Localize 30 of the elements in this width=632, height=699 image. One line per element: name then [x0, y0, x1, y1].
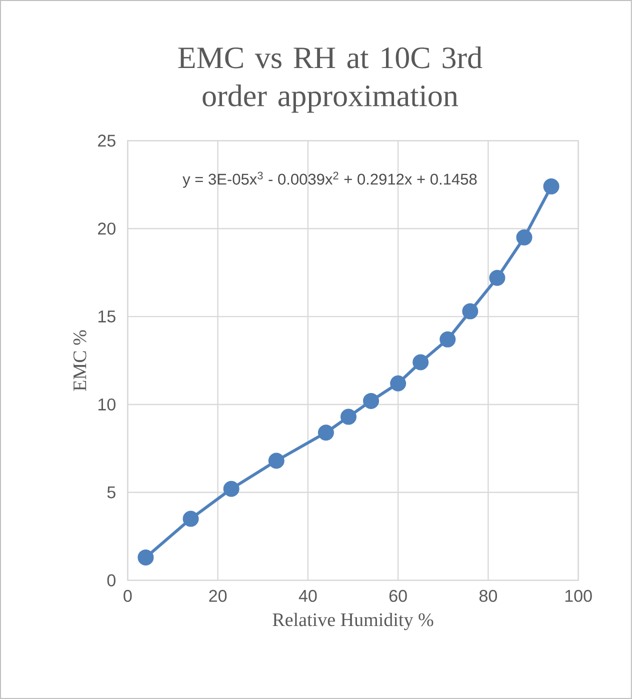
point [340, 408, 357, 425]
point [412, 354, 429, 370]
point [182, 510, 199, 527]
y-tick-label: 0 [107, 574, 116, 586]
y-tick-label: 20 [98, 222, 116, 235]
x-axis-title: Relative Humidity % [272, 612, 434, 630]
point [489, 270, 506, 286]
y-tick-label: 15 [98, 310, 116, 322]
x-tick-label: 60 [390, 590, 407, 602]
x-tick-label: 100 [565, 590, 592, 602]
x-tick-label: 80 [480, 590, 498, 602]
x-tick-label: 20 [209, 590, 227, 602]
point [543, 178, 560, 194]
chart-title: EMC vs RH at 10C 3rd order approximation [178, 46, 482, 113]
x-tick-label: 0 [124, 590, 132, 602]
y-tick-label: 25 [98, 134, 116, 147]
point [363, 392, 380, 409]
point [390, 375, 406, 392]
point [318, 424, 334, 441]
point [516, 229, 532, 246]
point [138, 549, 154, 566]
point [440, 331, 456, 348]
point [462, 303, 478, 320]
y-tick-label: 10 [98, 398, 116, 411]
y-tick-label: 5 [107, 486, 116, 498]
x-tick-label: 40 [298, 590, 317, 602]
annotation: y = 3E-05x$^{3}$ - 0.0039x$^{2}$ + 0.2912x + 0.1458 [182, 172, 477, 188]
point [223, 480, 240, 497]
y-axis-title: EMC % [73, 330, 86, 391]
point [268, 452, 284, 469]
